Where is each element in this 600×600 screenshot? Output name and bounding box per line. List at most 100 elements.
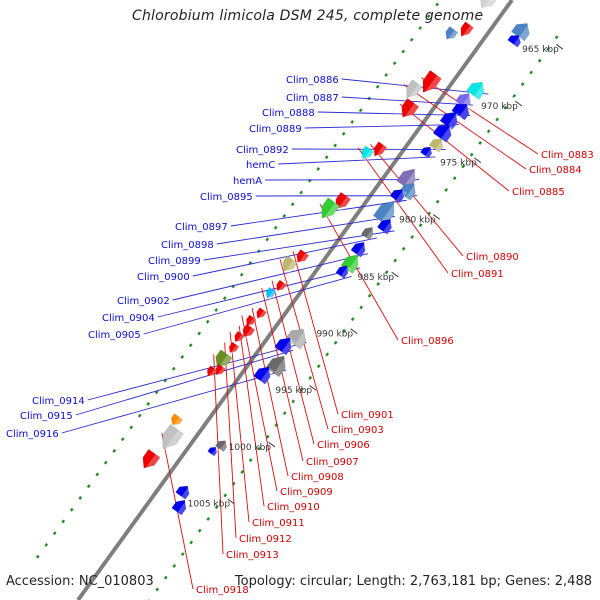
tick-mark-reverse bbox=[324, 155, 329, 160]
tick-mark-forward bbox=[180, 552, 185, 557]
gene-label-reverse: Clim_0885 bbox=[512, 187, 565, 198]
gene-feature-reverse bbox=[460, 21, 474, 40]
gene-feature-reverse bbox=[373, 141, 388, 159]
tick-mark-reverse bbox=[214, 308, 219, 312]
tick-mark-forward bbox=[291, 399, 296, 404]
leader-line bbox=[230, 199, 407, 227]
tick-mark-reverse bbox=[78, 496, 83, 500]
tick-mark-forward bbox=[350, 317, 355, 322]
genome-summary: Topology: circular; Length: 2,763,181 bp… bbox=[234, 574, 592, 589]
tick-mark-forward bbox=[359, 305, 364, 310]
leader-line bbox=[251, 308, 289, 477]
tick-mark-reverse bbox=[299, 190, 304, 195]
gene-label-forward: Clim_0886 bbox=[286, 75, 339, 86]
gene-feature-forward bbox=[428, 138, 447, 153]
leader-line bbox=[357, 147, 449, 274]
gene-label-reverse: Clim_0901 bbox=[341, 410, 394, 421]
leader-line bbox=[213, 354, 224, 555]
tick-mark-reverse bbox=[171, 366, 176, 371]
leader-line bbox=[157, 267, 361, 318]
gene-feature-reverse bbox=[228, 341, 240, 355]
tick-mark-forward bbox=[478, 141, 483, 145]
tick-mark-reverse bbox=[375, 84, 380, 89]
gene-feature-forward bbox=[350, 241, 369, 258]
gene-label-forward: Clim_0905 bbox=[88, 330, 141, 341]
genome-backbone bbox=[76, 0, 514, 600]
leader-line bbox=[229, 331, 250, 523]
gene-label-reverse: Clim_0918 bbox=[196, 585, 249, 596]
leader-line bbox=[224, 342, 237, 539]
tick-mark-forward bbox=[172, 564, 177, 568]
tick-mark-reverse bbox=[384, 73, 389, 77]
gene-label-forward: Clim_0887 bbox=[286, 93, 339, 104]
gene-label-forward: Clim_0888 bbox=[262, 108, 315, 119]
tick-mark-forward bbox=[248, 458, 253, 463]
tick-mark-forward bbox=[214, 505, 219, 510]
tick-mark-reverse bbox=[44, 543, 49, 547]
gene-feature-forward bbox=[207, 446, 219, 457]
leader-line bbox=[192, 237, 377, 277]
tick-mark-reverse bbox=[239, 272, 244, 277]
gene-feature-reverse bbox=[142, 448, 161, 473]
tick-mark-reverse bbox=[86, 484, 91, 489]
gene-feature-forward bbox=[389, 189, 407, 204]
tick-mark-reverse bbox=[418, 26, 423, 30]
leader-line bbox=[279, 259, 329, 430]
gene-feature-forward bbox=[466, 81, 489, 100]
tick-mark-reverse bbox=[120, 437, 125, 442]
leader-line bbox=[278, 156, 436, 165]
gene-feature-forward bbox=[376, 218, 396, 235]
tick-mark-forward bbox=[316, 364, 321, 369]
gene-feature-forward bbox=[274, 337, 296, 356]
tick-mark-reverse bbox=[435, 2, 440, 7]
leader-line bbox=[61, 369, 287, 434]
gene-label-forward: Clim_0897 bbox=[175, 222, 228, 233]
ruler-label: 975 kbp bbox=[440, 159, 477, 169]
tick-marks bbox=[35, 2, 564, 600]
tick-mark-forward bbox=[512, 94, 517, 98]
gene-feature-reverse bbox=[282, 255, 298, 275]
ruler-label: 980 kbp bbox=[399, 215, 436, 225]
tick-mark-forward bbox=[189, 540, 194, 545]
tick-mark-reverse bbox=[95, 472, 100, 477]
gene-feature-reverse bbox=[206, 365, 218, 379]
tick-mark-forward bbox=[486, 129, 491, 134]
ruler-tick bbox=[433, 214, 441, 220]
leader-line bbox=[292, 251, 339, 415]
tick-mark-reverse bbox=[52, 531, 57, 536]
gene-feature-reverse bbox=[234, 330, 245, 344]
leader-line bbox=[203, 230, 395, 261]
gene-label-reverse: Clim_0913 bbox=[226, 550, 279, 561]
gene-label-reverse: Clim_0884 bbox=[529, 165, 582, 176]
tick-mark-forward bbox=[435, 199, 440, 204]
gene-feature-reverse bbox=[422, 69, 442, 97]
gene-feature-forward bbox=[171, 499, 190, 516]
tick-mark-reverse bbox=[180, 355, 185, 359]
tick-mark-forward bbox=[376, 282, 381, 286]
ruler-tick bbox=[268, 441, 276, 448]
label-leaders bbox=[61, 77, 539, 590]
tick-mark-forward bbox=[325, 352, 330, 357]
tick-mark-reverse bbox=[146, 402, 151, 406]
tick-mark-forward bbox=[163, 575, 168, 580]
leader-line bbox=[399, 103, 510, 192]
tick-mark-forward bbox=[410, 235, 415, 239]
accession-label: Accession: NC_010803 bbox=[6, 574, 154, 589]
ruler-label: 965 kbp bbox=[522, 45, 559, 55]
tick-mark-reverse bbox=[316, 167, 321, 171]
ruler-tick bbox=[227, 498, 235, 505]
leader-line bbox=[75, 349, 294, 416]
gene-feature-forward bbox=[510, 22, 534, 42]
tick-mark-reverse bbox=[333, 143, 338, 148]
gene-label-forward: Clim_0899 bbox=[148, 256, 201, 267]
gene-feature-reverse bbox=[401, 97, 420, 122]
tick-mark-reverse bbox=[392, 61, 397, 66]
gene-label-forward: Clim_0904 bbox=[102, 313, 155, 324]
tick-mark-reverse bbox=[265, 237, 270, 242]
gene-feature-forward bbox=[285, 328, 311, 350]
gene-label-reverse: Clim_0909 bbox=[280, 487, 333, 498]
gene-feature-reverse bbox=[170, 413, 184, 428]
tick-mark-forward bbox=[265, 434, 270, 439]
leader-line bbox=[172, 253, 369, 301]
tick-mark-reverse bbox=[401, 49, 406, 54]
